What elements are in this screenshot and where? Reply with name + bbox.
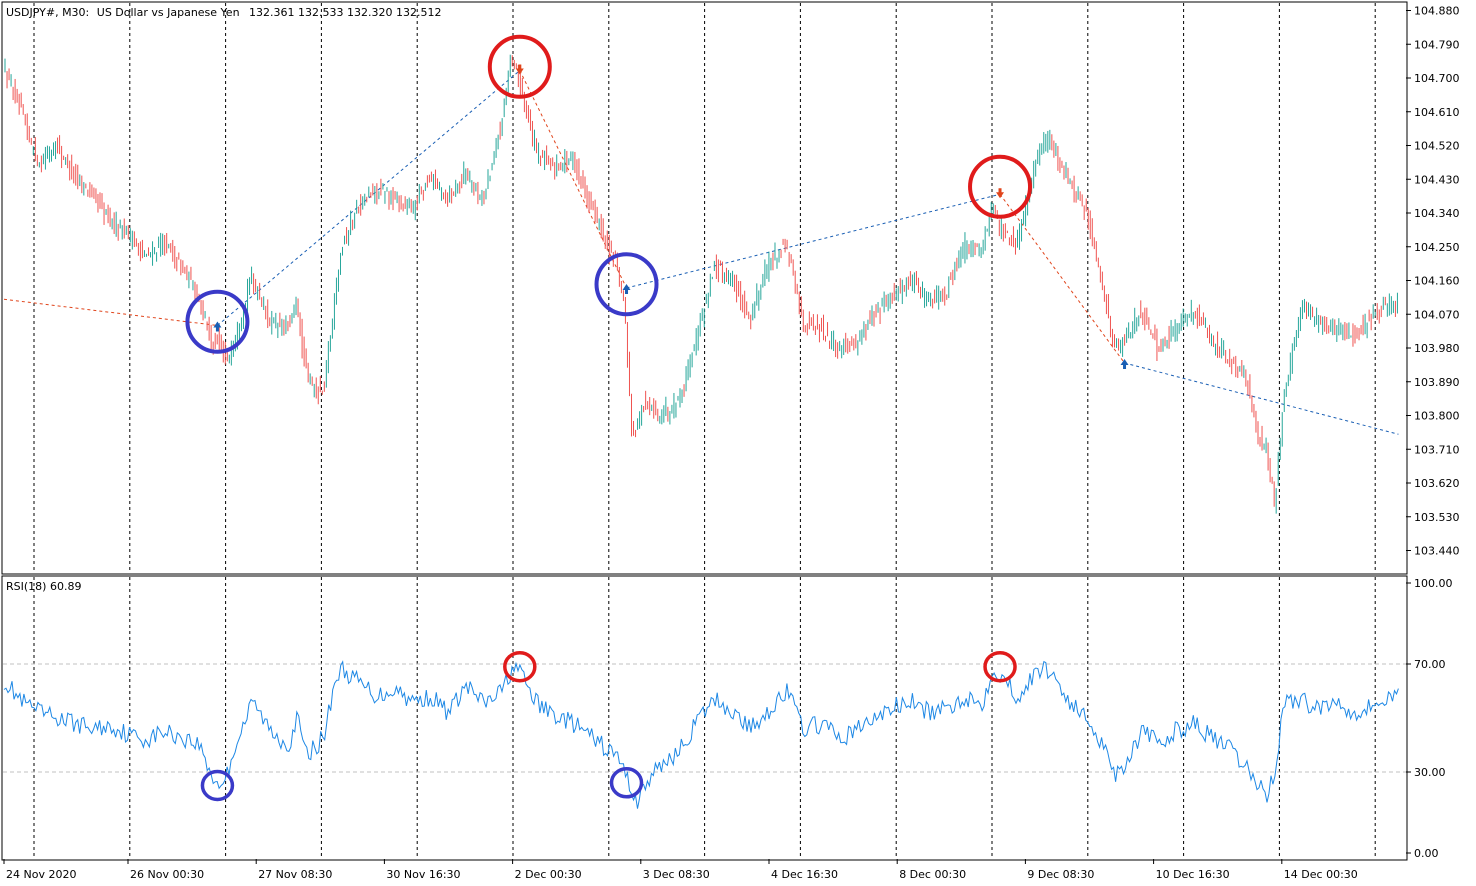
rsi-highlight-circle	[983, 650, 1017, 683]
x-tick-label: 3 Dec 08:30	[643, 868, 710, 881]
y-tick-label: 103.530	[1414, 511, 1460, 524]
highlight-circle	[487, 34, 552, 99]
rsi-line	[3, 660, 1399, 809]
zigzag-line	[999, 193, 1125, 364]
y-tick-label: 104.070	[1414, 308, 1460, 321]
x-tick-label: 2 Dec 00:30	[515, 868, 582, 881]
y-tick-label: 104.700	[1414, 72, 1460, 85]
rsi-series-line	[3, 660, 1399, 809]
rsi-label: RSI(18) 60.89	[6, 580, 81, 593]
sell-arrow-icon	[515, 64, 524, 75]
rsi-panel-frame	[1, 575, 1408, 861]
rsi-marks	[200, 650, 1017, 802]
ohlc-values: 132.361 132.533 132.320 132.512	[249, 6, 441, 19]
candles	[4, 54, 1398, 514]
x-tick-label: 24 Nov 2020	[6, 868, 76, 881]
chart-header: USDJPY#, M30: US Dollar vs Japanese Yen …	[6, 6, 442, 19]
y-tick-label: 103.980	[1414, 342, 1460, 355]
highlight-circle	[185, 289, 250, 354]
trend-line	[1124, 362, 1399, 435]
x-tick-label: 4 Dec 16:30	[771, 868, 838, 881]
rsi-tick-label: 30.00	[1414, 766, 1446, 779]
x-tick-label: 27 Nov 08:30	[258, 868, 332, 881]
zigzag-line	[519, 70, 627, 289]
buy-arrow-icon	[622, 284, 631, 294]
y-tick-label: 104.790	[1414, 38, 1460, 51]
buy-arrow-icon	[213, 321, 222, 332]
x-tick-label: 14 Dec 00:30	[1284, 868, 1358, 881]
rsi-grid	[3, 577, 1406, 859]
x-tick-label: 26 Nov 00:30	[130, 868, 204, 881]
price-panel: 104.880 104.790 104.700 104.610 104.520 104.4…	[1, 1, 1460, 575]
y-tick-label: 103.620	[1414, 477, 1460, 490]
buy-arrow-icon	[1120, 359, 1129, 369]
price-grid	[33, 3, 1376, 573]
trend-line	[217, 70, 521, 326]
price-y-axis: 104.880 104.790 104.700 104.610 104.520 104.4…	[1406, 5, 1460, 558]
y-tick-label: 103.800	[1414, 410, 1460, 423]
y-tick-label: 104.160	[1414, 275, 1460, 288]
y-tick-label: 104.340	[1414, 207, 1460, 220]
y-tick-label: 103.710	[1414, 443, 1460, 456]
rsi-panel: 100.00 70.00 30.00 0.00 RSI(18) 60.89	[1, 575, 1453, 861]
y-tick-label: 104.520	[1414, 140, 1460, 153]
x-tick-label: 30 Nov 16:30	[386, 868, 460, 881]
rsi-tick-label: 100.00	[1414, 577, 1453, 590]
trend-line	[626, 193, 1001, 289]
rsi-tick-label: 0.00	[1414, 847, 1439, 860]
symbol-label: USDJPY#, M30:	[6, 6, 89, 19]
y-tick-label: 104.610	[1414, 106, 1460, 119]
highlight-circle	[594, 252, 659, 317]
y-tick-label: 104.250	[1414, 241, 1460, 254]
x-tick-label: 8 Dec 00:30	[899, 868, 966, 881]
y-tick-label: 103.890	[1414, 376, 1460, 389]
rsi-highlight-circle	[609, 767, 644, 799]
highlight-circle	[968, 154, 1033, 219]
y-tick-label: 104.880	[1414, 5, 1460, 18]
sell-arrow-icon	[996, 188, 1005, 199]
price-overlays	[3, 70, 1399, 435]
y-tick-label: 103.440	[1414, 545, 1460, 558]
price-marks	[185, 34, 1129, 369]
rsi-tick-label: 70.00	[1414, 658, 1446, 671]
time-axis: 24 Nov 2020 26 Nov 00:30 27 Nov 08:30 30 No…	[3, 859, 1358, 881]
rsi-highlight-circle	[200, 769, 235, 802]
rsi-y-axis: 100.00 70.00 30.00 0.00	[1406, 577, 1453, 860]
trend-line	[3, 298, 218, 326]
symbol-description: US Dollar vs Japanese Yen	[97, 6, 240, 19]
rsi-highlight-circle	[503, 650, 537, 683]
price-panel-frame	[1, 1, 1408, 575]
y-tick-label: 104.430	[1414, 173, 1460, 186]
x-tick-label: 9 Dec 08:30	[1027, 868, 1094, 881]
x-tick-label: 10 Dec 16:30	[1156, 868, 1230, 881]
